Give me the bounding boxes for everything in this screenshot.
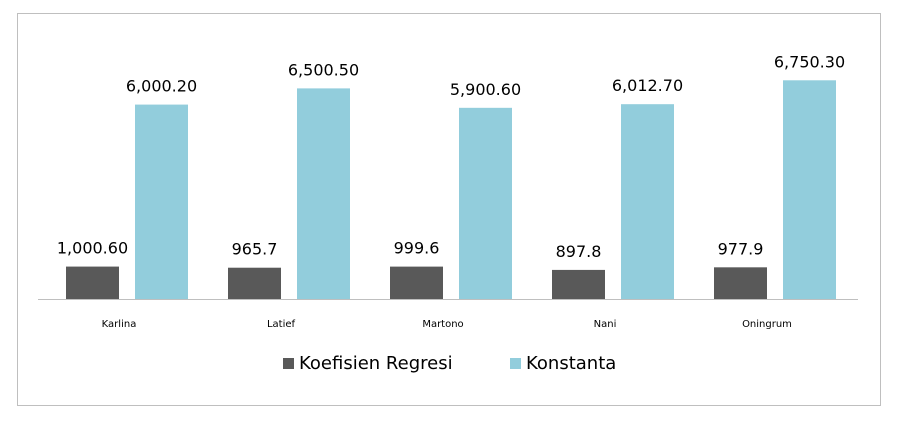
bar-koefisien-karlina <box>66 266 119 299</box>
bar-konstanta-oningrum <box>783 80 836 299</box>
bar-koefisien-martono <box>390 266 443 299</box>
data-label-koefisien-karlina: 1,000.60 <box>57 239 128 258</box>
data-label-konstanta-karlina: 6,000.20 <box>126 77 197 96</box>
data-label-konstanta-martono: 5,900.60 <box>450 80 521 99</box>
bar-konstanta-martono <box>459 107 512 299</box>
category-label-latief: Latief <box>267 319 296 330</box>
legend-label-koefisien: Koefisien Regresi <box>299 353 453 374</box>
bar-koefisien-oningrum <box>714 267 767 299</box>
bar-konstanta-karlina <box>135 104 188 299</box>
data-label-koefisien-latief: 965.7 <box>232 240 278 259</box>
data-label-konstanta-oningrum: 6,750.30 <box>774 52 845 71</box>
data-label-konstanta-nani: 6,012.70 <box>612 76 683 95</box>
data-label-koefisien-nani: 897.8 <box>556 242 602 261</box>
bar-koefisien-nani <box>552 269 605 299</box>
category-label-oningrum: Oningrum <box>742 319 792 330</box>
data-label-koefisien-martono: 999.6 <box>394 239 440 258</box>
bar-konstanta-latief <box>297 88 350 300</box>
legend-label-konstanta: Konstanta <box>526 353 616 374</box>
bar-konstanta-nani <box>621 104 674 299</box>
category-label-martono: Martono <box>422 319 463 330</box>
legend-swatch-konstanta <box>510 358 521 369</box>
data-label-koefisien-oningrum: 977.9 <box>718 239 764 258</box>
category-label-karlina: Karlina <box>102 319 137 330</box>
data-label-konstanta-latief: 6,500.50 <box>288 60 359 79</box>
legend-swatch-koefisien <box>283 358 294 369</box>
category-label-nani: Nani <box>594 319 617 330</box>
bar-koefisien-latief <box>228 267 281 299</box>
